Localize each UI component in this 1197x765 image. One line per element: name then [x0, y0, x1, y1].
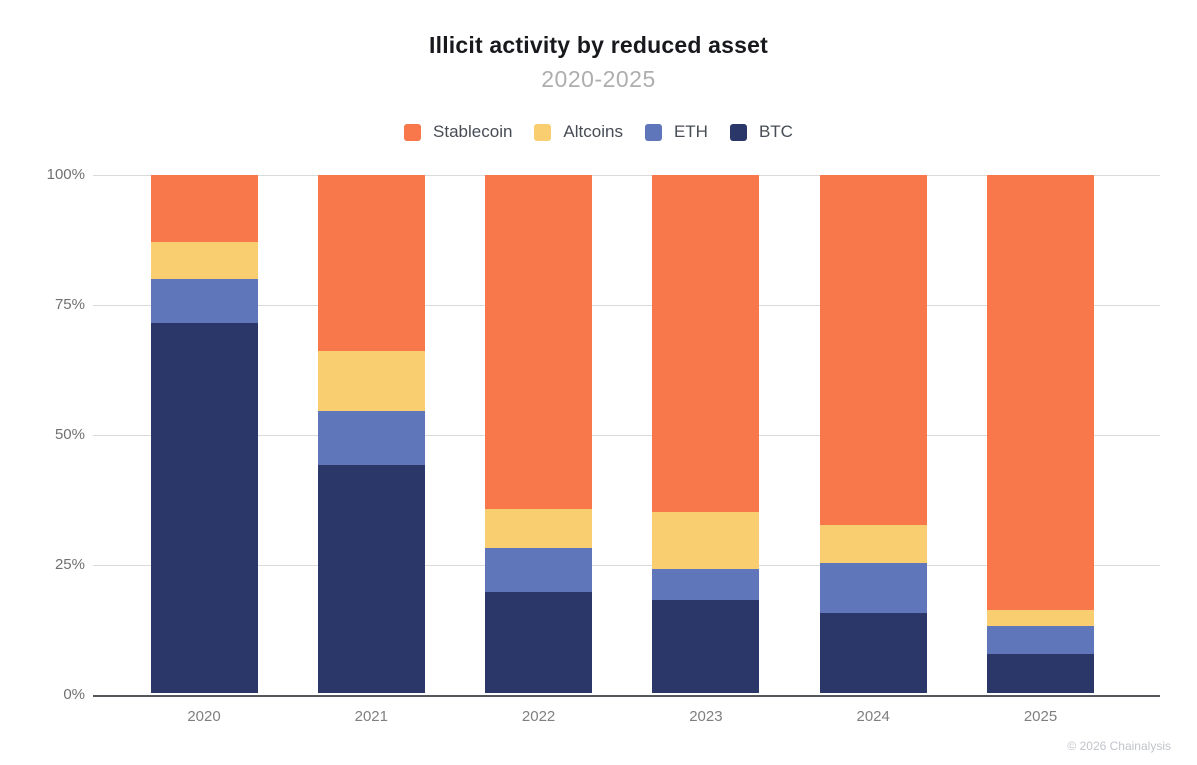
bar-segment-stablecoin-2022: [485, 175, 593, 510]
x-axis-line: [93, 695, 1160, 697]
bar-segment-eth-2023: [652, 568, 760, 600]
bar-2020: [150, 175, 258, 693]
y-tick-label-25: 25%: [54, 556, 85, 573]
bar-segment-stablecoin-2023: [652, 175, 760, 512]
bar-segment-btc-2021: [317, 465, 425, 693]
bar-segment-eth-2024: [819, 563, 927, 613]
bar-2025: [987, 175, 1094, 693]
bar-segment-btc-2023: [652, 599, 760, 693]
legend-label: ETH: [673, 122, 708, 141]
chart-subtitle: 2020-2025: [541, 66, 656, 92]
bar-segment-altcoins-2023: [652, 511, 760, 569]
bar-segment-stablecoin-2021: [317, 175, 425, 352]
x-tick-label-2021: 2021: [354, 708, 388, 725]
gridline-50: [93, 435, 1160, 436]
bar-segment-btc-2020: [150, 322, 258, 693]
x-tick-label-2022: 2022: [521, 708, 556, 725]
legend-item-eth: ETH: [644, 122, 708, 142]
legend-swatch-btc: [729, 123, 747, 141]
legend-swatch-stablecoin: [404, 123, 422, 141]
legend: Stablecoin Altcoins ETH BTC: [0, 122, 1197, 142]
bar-segment-btc-2022: [485, 591, 593, 693]
bar-segment-stablecoin-2024: [819, 175, 927, 525]
bar-segment-eth-2022: [485, 547, 593, 592]
legend-item-altcoins: Altcoins: [534, 122, 623, 142]
gridline-100: [93, 175, 1160, 176]
plot-area: 0% 25% 50% 75% 100% 2020 2021 2022 2023 2024 2025: [47, 166, 1160, 725]
bar-2024: [819, 175, 927, 693]
bar-2021: [317, 175, 425, 693]
gridline-75: [93, 305, 1160, 306]
bar-segment-btc-2025: [987, 654, 1094, 693]
y-tick-label-50: 50%: [54, 426, 85, 443]
legend-swatch-altcoins: [534, 123, 552, 141]
bar-segment-altcoins-2025: [987, 610, 1094, 626]
x-tick-label-2024: 2024: [856, 708, 890, 725]
x-tick-label-2020: 2020: [187, 708, 221, 725]
legend-item-stablecoin: Stablecoin: [404, 122, 512, 142]
y-tick-label-0: 0%: [63, 686, 85, 703]
y-tick-label-75: 75%: [54, 296, 85, 313]
legend-label: Stablecoin: [433, 122, 513, 141]
legend-label: Altcoins: [563, 122, 623, 141]
bar-segment-altcoins-2020: [150, 242, 258, 279]
bar-segment-altcoins-2022: [485, 509, 593, 548]
bar-2023: [652, 175, 760, 693]
bar-2022: [485, 175, 593, 693]
bar-segment-altcoins-2024: [819, 524, 927, 564]
copyright-note: © 2026 Chainalysis: [1067, 739, 1171, 753]
y-tick-label-100: 100%: [46, 166, 85, 183]
legend-item-btc: BTC: [729, 122, 793, 142]
chart-title: Illicit activity by reduced asset: [429, 32, 768, 58]
bar-segment-stablecoin-2020: [150, 175, 258, 243]
x-tick-label-2025: 2025: [1023, 708, 1058, 725]
legend-swatch-eth: [644, 123, 662, 141]
bar-segment-stablecoin-2025: [987, 175, 1094, 611]
bar-segment-altcoins-2021: [317, 351, 425, 411]
bar-segment-btc-2024: [819, 612, 927, 693]
x-tick-label-2023: 2023: [689, 708, 723, 725]
gridline-25: [93, 565, 1160, 566]
bar-segment-eth-2020: [150, 278, 258, 323]
bar-segment-eth-2021: [317, 410, 425, 466]
legend-label: BTC: [758, 122, 793, 141]
bar-segment-eth-2025: [987, 625, 1094, 655]
